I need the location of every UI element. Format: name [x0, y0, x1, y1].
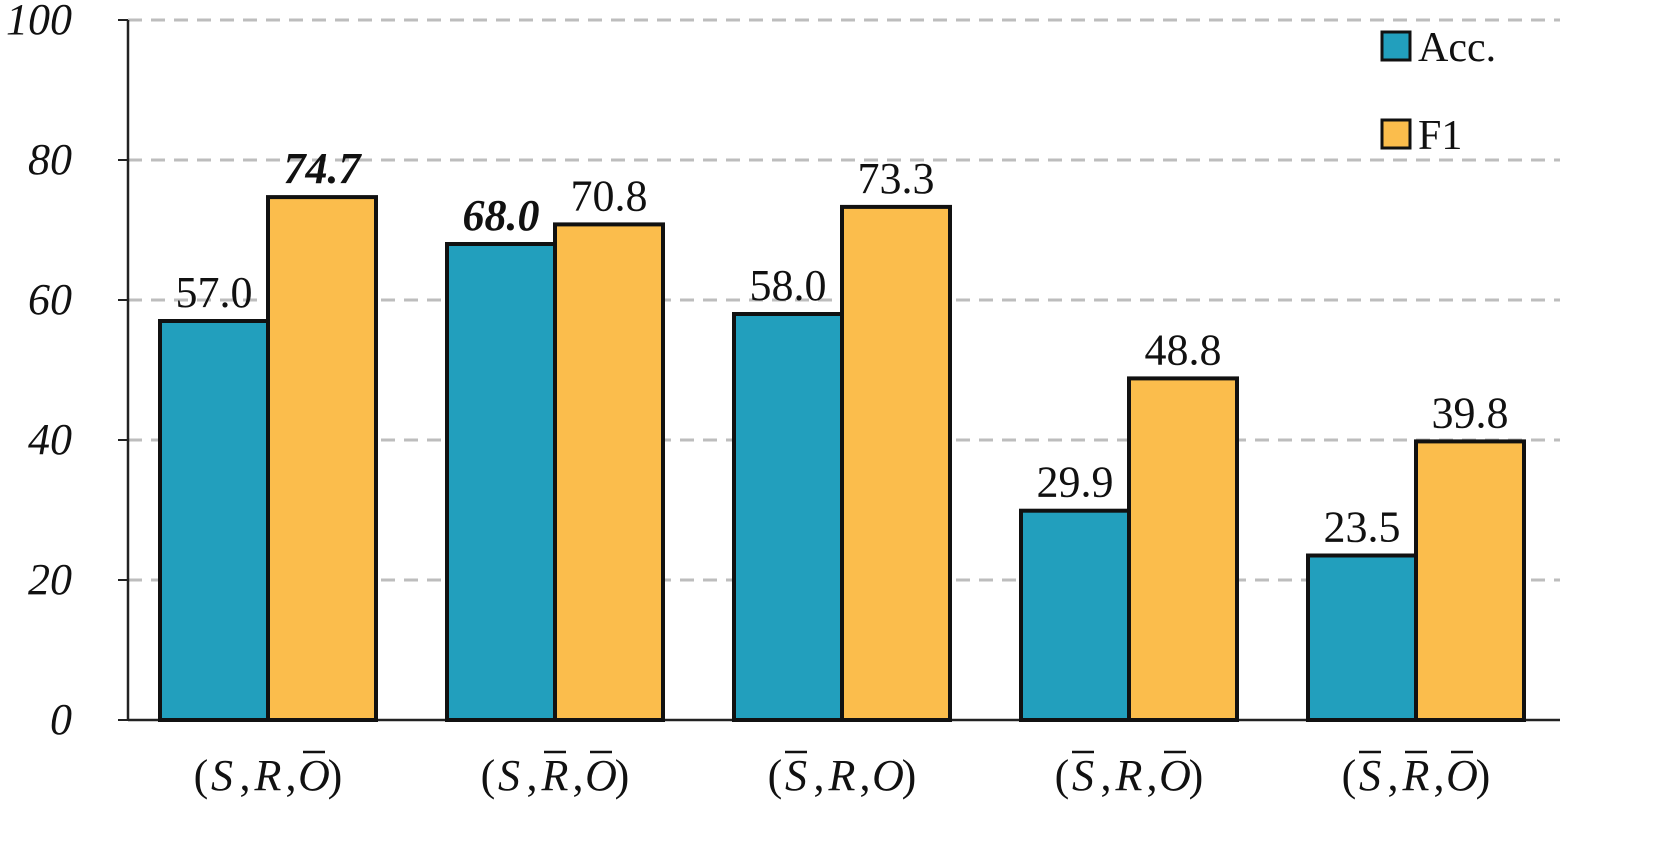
- x-category-glyph: (: [194, 751, 209, 800]
- x-category-glyph: (: [481, 751, 496, 800]
- x-category-glyph: O: [1446, 751, 1478, 800]
- x-axis-categories: (S, R, O)(S, R, O)(S, R, O)(S, R, O)(S, R, O): [194, 750, 1491, 800]
- x-category-glyph: ,: [573, 751, 584, 800]
- data-labels: 57.0 68.0 58.0 29.9 23.5 74.7 70.8 73.3 48.8 39.8: [176, 144, 1509, 551]
- bar-acc-4: [1306, 553, 1418, 722]
- bar-acc-0: [158, 319, 270, 722]
- x-category-glyph: ): [328, 751, 343, 800]
- legend-swatch-1: [1380, 118, 1412, 150]
- bar-f1-4: [1414, 439, 1526, 722]
- bar-acc-1: [445, 242, 557, 722]
- x-category-glyph: S: [1359, 751, 1381, 800]
- data-label-f1-2: 73.3: [858, 154, 935, 203]
- x-category-glyph: ): [902, 751, 917, 800]
- data-label-f1-4: 39.8: [1432, 388, 1509, 437]
- x-category-glyph: R: [1115, 751, 1143, 800]
- y-tick-label-40: 40: [28, 415, 72, 464]
- data-label-acc-2: 58.0: [750, 261, 827, 310]
- x-category-glyph: ,: [1101, 751, 1112, 800]
- x-category-glyph: ,: [286, 751, 297, 800]
- x-category-label-0: (S, R, O): [194, 750, 343, 800]
- x-category-glyph: R: [541, 751, 569, 800]
- x-category-glyph: (: [1055, 751, 1070, 800]
- x-category-glyph: R: [828, 751, 856, 800]
- x-category-glyph: S: [1072, 751, 1094, 800]
- x-category-glyph: (: [768, 751, 783, 800]
- x-category-glyph: ): [615, 751, 630, 800]
- y-tick-label-20: 20: [28, 555, 72, 604]
- bar-f1-2: [840, 204, 952, 722]
- data-label-acc-4: 23.5: [1324, 503, 1401, 552]
- x-category-glyph: R: [1402, 751, 1430, 800]
- x-category-glyph: O: [585, 751, 617, 800]
- x-category-glyph: R: [254, 751, 282, 800]
- x-category-glyph: S: [785, 751, 807, 800]
- y-tick-label-100: 100: [6, 0, 72, 44]
- bar-acc-3: [1019, 508, 1131, 723]
- data-label-f1-3: 48.8: [1145, 325, 1222, 374]
- x-category-glyph: ,: [240, 751, 251, 800]
- x-category-glyph: O: [298, 751, 330, 800]
- x-category-glyph: ,: [1434, 751, 1445, 800]
- x-category-label-4: (S, R, O): [1342, 750, 1491, 800]
- y-axis: 0 20 40 60 80 100: [6, 0, 1560, 744]
- x-category-glyph: O: [872, 751, 904, 800]
- legend-label-1: F1: [1418, 113, 1462, 159]
- bars: [158, 195, 1526, 723]
- y-tick-label-60: 60: [28, 275, 72, 324]
- x-category-label-2: (S, R, O): [768, 750, 917, 800]
- x-category-label-1: (S, R, O): [481, 750, 630, 800]
- x-category-glyph: ): [1189, 751, 1204, 800]
- bar-acc-2: [732, 312, 844, 722]
- x-category-glyph: ,: [527, 751, 538, 800]
- data-label-acc-3: 29.9: [1037, 458, 1114, 507]
- y-tick-label-80: 80: [28, 135, 72, 184]
- bar-f1-3: [1127, 376, 1239, 722]
- y-tick-label-0: 0: [50, 695, 72, 744]
- data-label-f1-0: 74.7: [284, 144, 363, 193]
- x-category-glyph: S: [211, 751, 233, 800]
- data-label-acc-1: 68.0: [463, 191, 540, 240]
- x-category-glyph: ,: [860, 751, 871, 800]
- bar-f1-0: [266, 195, 378, 723]
- legend: Acc. F1: [1380, 25, 1496, 159]
- x-category-glyph: ,: [1147, 751, 1158, 800]
- legend-label-0: Acc.: [1418, 25, 1496, 71]
- x-category-glyph: (: [1342, 751, 1357, 800]
- x-category-glyph: ,: [814, 751, 825, 800]
- x-category-glyph: ): [1476, 751, 1491, 800]
- bar-f1-1: [553, 222, 665, 722]
- legend-swatch-0: [1380, 30, 1412, 62]
- x-category-glyph: ,: [1388, 751, 1399, 800]
- x-category-label-3: (S, R, O): [1055, 750, 1204, 800]
- data-label-acc-0: 57.0: [176, 268, 253, 317]
- data-label-f1-1: 70.8: [571, 171, 648, 220]
- x-category-glyph: S: [498, 751, 520, 800]
- x-category-glyph: O: [1159, 751, 1191, 800]
